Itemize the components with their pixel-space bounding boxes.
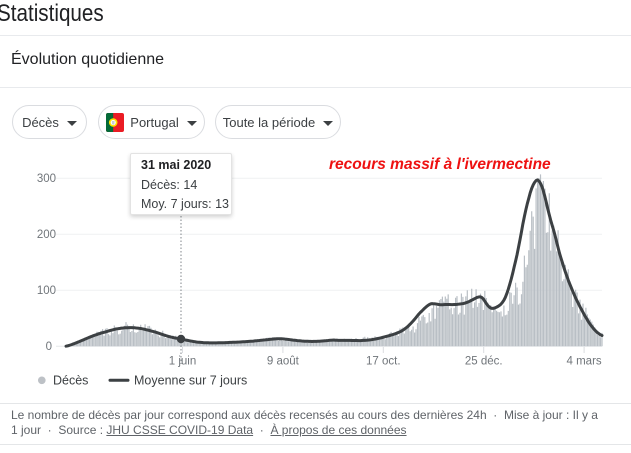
svg-text:0: 0 [46,341,52,353]
svg-text:300: 300 [37,173,56,185]
svg-text:4 mars: 4 mars [567,356,602,368]
svg-text:Décès: Décès [53,374,88,388]
svg-text:9 août: 9 août [267,356,300,368]
svg-text:25 déc.: 25 déc. [465,356,503,368]
svg-text:100: 100 [37,285,56,297]
svg-text:17 oct.: 17 oct. [366,356,401,368]
svg-text:200: 200 [37,229,56,241]
svg-text:Moyenne sur 7 jours: Moyenne sur 7 jours [134,374,247,388]
svg-text:1 juin: 1 juin [169,356,197,368]
